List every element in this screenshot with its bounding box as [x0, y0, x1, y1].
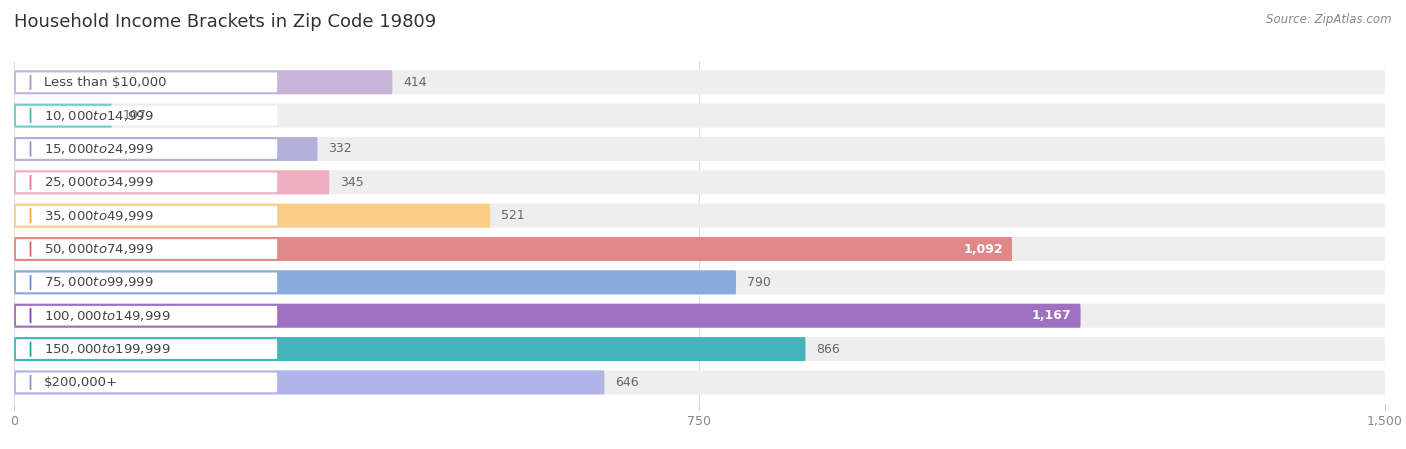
- FancyBboxPatch shape: [14, 104, 1385, 128]
- FancyBboxPatch shape: [15, 106, 277, 125]
- Text: $75,000 to $99,999: $75,000 to $99,999: [44, 275, 153, 289]
- FancyBboxPatch shape: [14, 237, 1012, 261]
- Text: 646: 646: [616, 376, 640, 389]
- FancyBboxPatch shape: [15, 139, 277, 159]
- FancyBboxPatch shape: [15, 72, 277, 92]
- FancyBboxPatch shape: [14, 70, 1385, 94]
- FancyBboxPatch shape: [14, 337, 1385, 361]
- Text: $10,000 to $14,999: $10,000 to $14,999: [44, 109, 153, 123]
- FancyBboxPatch shape: [15, 273, 277, 292]
- FancyBboxPatch shape: [14, 370, 1385, 394]
- Text: Less than $10,000: Less than $10,000: [44, 76, 167, 89]
- FancyBboxPatch shape: [14, 270, 735, 295]
- FancyBboxPatch shape: [14, 104, 112, 128]
- FancyBboxPatch shape: [14, 170, 329, 194]
- Text: $150,000 to $199,999: $150,000 to $199,999: [44, 342, 170, 356]
- FancyBboxPatch shape: [15, 206, 277, 225]
- FancyBboxPatch shape: [15, 306, 277, 326]
- FancyBboxPatch shape: [14, 304, 1385, 328]
- Text: 332: 332: [329, 142, 352, 155]
- FancyBboxPatch shape: [15, 339, 277, 359]
- Text: $50,000 to $74,999: $50,000 to $74,999: [44, 242, 153, 256]
- Text: 521: 521: [501, 209, 524, 222]
- Text: 414: 414: [404, 76, 427, 89]
- Text: $35,000 to $49,999: $35,000 to $49,999: [44, 209, 153, 223]
- Text: $200,000+: $200,000+: [44, 376, 118, 389]
- Text: $100,000 to $149,999: $100,000 to $149,999: [44, 309, 170, 323]
- Text: 790: 790: [747, 276, 770, 289]
- Text: 107: 107: [122, 109, 146, 122]
- FancyBboxPatch shape: [14, 70, 392, 94]
- Text: $15,000 to $24,999: $15,000 to $24,999: [44, 142, 153, 156]
- FancyBboxPatch shape: [14, 337, 806, 361]
- FancyBboxPatch shape: [14, 304, 1081, 328]
- FancyBboxPatch shape: [14, 237, 1385, 261]
- Text: 1,167: 1,167: [1032, 309, 1071, 322]
- FancyBboxPatch shape: [14, 170, 1385, 194]
- FancyBboxPatch shape: [15, 172, 277, 192]
- FancyBboxPatch shape: [15, 373, 277, 392]
- FancyBboxPatch shape: [14, 204, 1385, 228]
- FancyBboxPatch shape: [14, 270, 1385, 295]
- FancyBboxPatch shape: [14, 137, 1385, 161]
- Text: 866: 866: [817, 343, 841, 356]
- FancyBboxPatch shape: [14, 370, 605, 394]
- FancyBboxPatch shape: [14, 137, 318, 161]
- Text: 345: 345: [340, 176, 364, 189]
- Text: $25,000 to $34,999: $25,000 to $34,999: [44, 176, 153, 189]
- FancyBboxPatch shape: [14, 204, 491, 228]
- Text: Household Income Brackets in Zip Code 19809: Household Income Brackets in Zip Code 19…: [14, 13, 436, 31]
- Text: 1,092: 1,092: [963, 242, 1002, 255]
- FancyBboxPatch shape: [15, 239, 277, 259]
- Text: Source: ZipAtlas.com: Source: ZipAtlas.com: [1267, 13, 1392, 26]
